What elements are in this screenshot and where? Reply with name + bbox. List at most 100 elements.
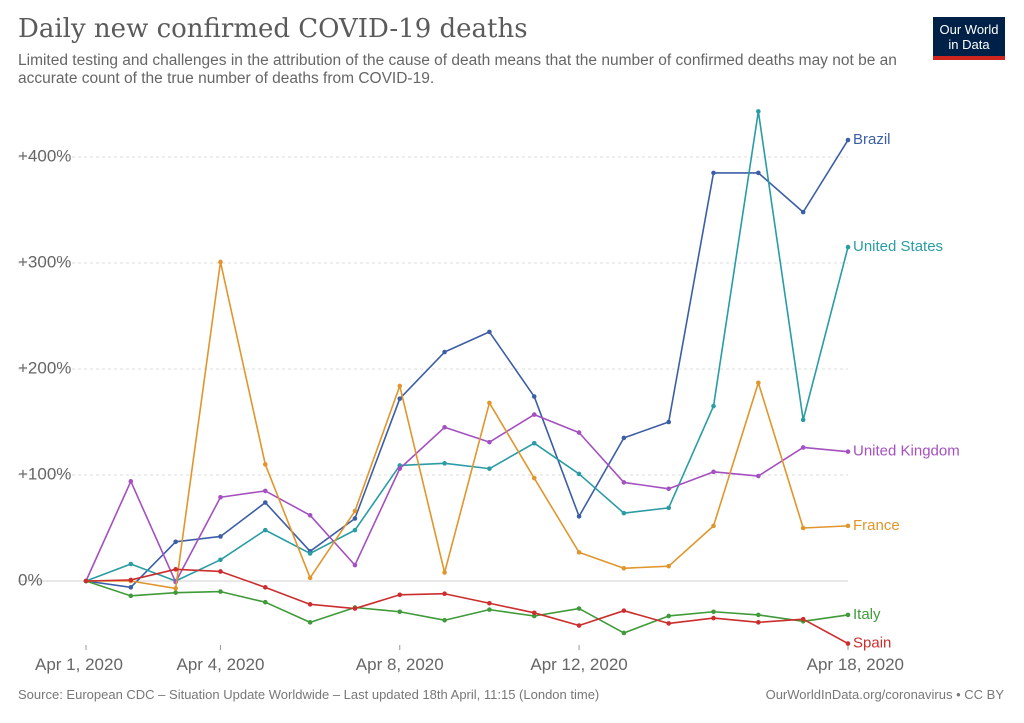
data-point-spain[interactable]: [800, 616, 806, 622]
data-point-spain[interactable]: [218, 569, 223, 574]
data-point-united-states[interactable]: [442, 461, 447, 466]
data-point-italy[interactable]: [307, 620, 313, 625]
data-point-brazil[interactable]: [800, 209, 806, 215]
data-point-spain[interactable]: [621, 608, 627, 613]
data-point-france[interactable]: [756, 380, 761, 386]
data-point-spain[interactable]: [576, 623, 582, 628]
owid-logo[interactable]: Our World in Data: [933, 17, 1005, 60]
data-point-united-kingdom[interactable]: [845, 449, 851, 454]
data-point-france[interactable]: [621, 565, 627, 571]
data-point-italy[interactable]: [218, 589, 223, 594]
data-point-united-kingdom[interactable]: [621, 480, 627, 485]
data-point-italy[interactable]: [442, 617, 447, 623]
data-point-italy[interactable]: [845, 612, 851, 618]
data-point-brazil[interactable]: [711, 170, 716, 176]
data-point-italy[interactable]: [756, 612, 761, 618]
data-point-brazil[interactable]: [262, 500, 268, 505]
data-point-brazil[interactable]: [756, 170, 761, 176]
data-point-italy[interactable]: [262, 599, 268, 605]
data-point-italy[interactable]: [128, 593, 134, 599]
data-point-france[interactable]: [442, 570, 447, 575]
data-point-united-states[interactable]: [666, 505, 672, 511]
data-point-united-kingdom[interactable]: [442, 425, 447, 430]
data-point-united-states[interactable]: [576, 471, 582, 477]
data-point-united-states[interactable]: [262, 527, 268, 533]
data-point-spain[interactable]: [262, 585, 268, 590]
data-point-brazil[interactable]: [666, 419, 672, 425]
data-point-united-kingdom[interactable]: [800, 445, 806, 450]
data-point-spain[interactable]: [711, 615, 716, 621]
data-point-brazil[interactable]: [576, 514, 582, 519]
data-point-spain[interactable]: [666, 621, 672, 626]
data-point-united-kingdom[interactable]: [711, 469, 716, 475]
data-point-united-kingdom[interactable]: [352, 562, 358, 568]
data-point-brazil[interactable]: [397, 396, 403, 401]
series-line-italy[interactable]: [85, 580, 849, 634]
data-point-united-states[interactable]: [128, 561, 134, 567]
owid-link[interactable]: OurWorldInData.org/coronavirus • CC BY: [765, 687, 1004, 702]
data-point-brazil[interactable]: [621, 435, 627, 441]
series-line-france[interactable]: [86, 261, 849, 590]
series-label-united-states[interactable]: United States: [853, 238, 943, 255]
data-point-united-states[interactable]: [621, 510, 627, 516]
data-point-france[interactable]: [666, 563, 672, 569]
data-point-united-states[interactable]: [487, 466, 492, 471]
data-point-united-states[interactable]: [845, 244, 851, 250]
data-point-united-kingdom[interactable]: [576, 430, 582, 435]
data-point-france[interactable]: [262, 462, 268, 467]
series-line-united-states[interactable]: [85, 110, 849, 582]
series-label-brazil[interactable]: Brazil: [853, 131, 891, 148]
data-point-united-states[interactable]: [711, 403, 716, 409]
series-label-spain[interactable]: Spain: [853, 635, 891, 652]
data-point-united-states[interactable]: [218, 557, 223, 563]
data-point-spain[interactable]: [442, 591, 447, 597]
data-point-united-kingdom[interactable]: [307, 512, 313, 518]
data-point-italy[interactable]: [576, 606, 582, 611]
data-point-france[interactable]: [845, 523, 851, 529]
series-label-united-kingdom[interactable]: United Kingdom: [853, 443, 960, 460]
data-point-united-kingdom[interactable]: [397, 466, 403, 471]
data-point-brazil[interactable]: [845, 137, 851, 143]
data-point-france[interactable]: [307, 575, 313, 581]
data-point-france[interactable]: [800, 525, 806, 531]
data-point-brazil[interactable]: [173, 539, 178, 545]
data-point-brazil[interactable]: [352, 516, 358, 521]
data-point-france[interactable]: [711, 523, 716, 529]
data-point-united-kingdom[interactable]: [531, 412, 537, 417]
series-line-brazil[interactable]: [85, 139, 849, 589]
data-point-united-states[interactable]: [307, 551, 313, 556]
data-point-brazil[interactable]: [531, 394, 537, 399]
data-point-brazil[interactable]: [442, 349, 447, 355]
data-point-spain[interactable]: [128, 577, 134, 583]
series-line-spain[interactable]: [85, 568, 849, 645]
data-point-spain[interactable]: [487, 600, 492, 606]
data-point-united-states[interactable]: [756, 109, 761, 114]
data-point-brazil[interactable]: [218, 534, 223, 539]
data-point-spain[interactable]: [531, 610, 537, 616]
data-point-spain[interactable]: [307, 602, 313, 607]
data-point-united-kingdom[interactable]: [128, 479, 134, 484]
data-point-spain[interactable]: [397, 592, 403, 598]
data-point-italy[interactable]: [173, 590, 178, 595]
data-point-brazil[interactable]: [487, 329, 492, 335]
series-label-italy[interactable]: Italy: [853, 606, 881, 623]
data-point-spain[interactable]: [173, 567, 178, 572]
data-point-united-kingdom[interactable]: [218, 494, 223, 500]
data-point-spain[interactable]: [83, 578, 89, 584]
data-point-brazil[interactable]: [128, 585, 134, 590]
data-point-united-states[interactable]: [800, 417, 806, 423]
data-point-france[interactable]: [218, 259, 223, 265]
data-point-united-kingdom[interactable]: [666, 486, 672, 492]
series-line-united-kingdom[interactable]: [85, 413, 849, 583]
data-point-united-kingdom[interactable]: [487, 439, 492, 445]
data-point-united-states[interactable]: [352, 527, 358, 533]
data-point-italy[interactable]: [666, 613, 672, 619]
data-point-united-kingdom[interactable]: [756, 473, 761, 479]
data-point-italy[interactable]: [531, 613, 537, 619]
data-point-italy[interactable]: [397, 609, 403, 615]
data-point-italy[interactable]: [487, 607, 492, 612]
series-label-france[interactable]: France: [853, 517, 900, 534]
data-point-france[interactable]: [397, 383, 403, 389]
data-point-france[interactable]: [576, 550, 582, 555]
data-point-italy[interactable]: [621, 630, 627, 636]
